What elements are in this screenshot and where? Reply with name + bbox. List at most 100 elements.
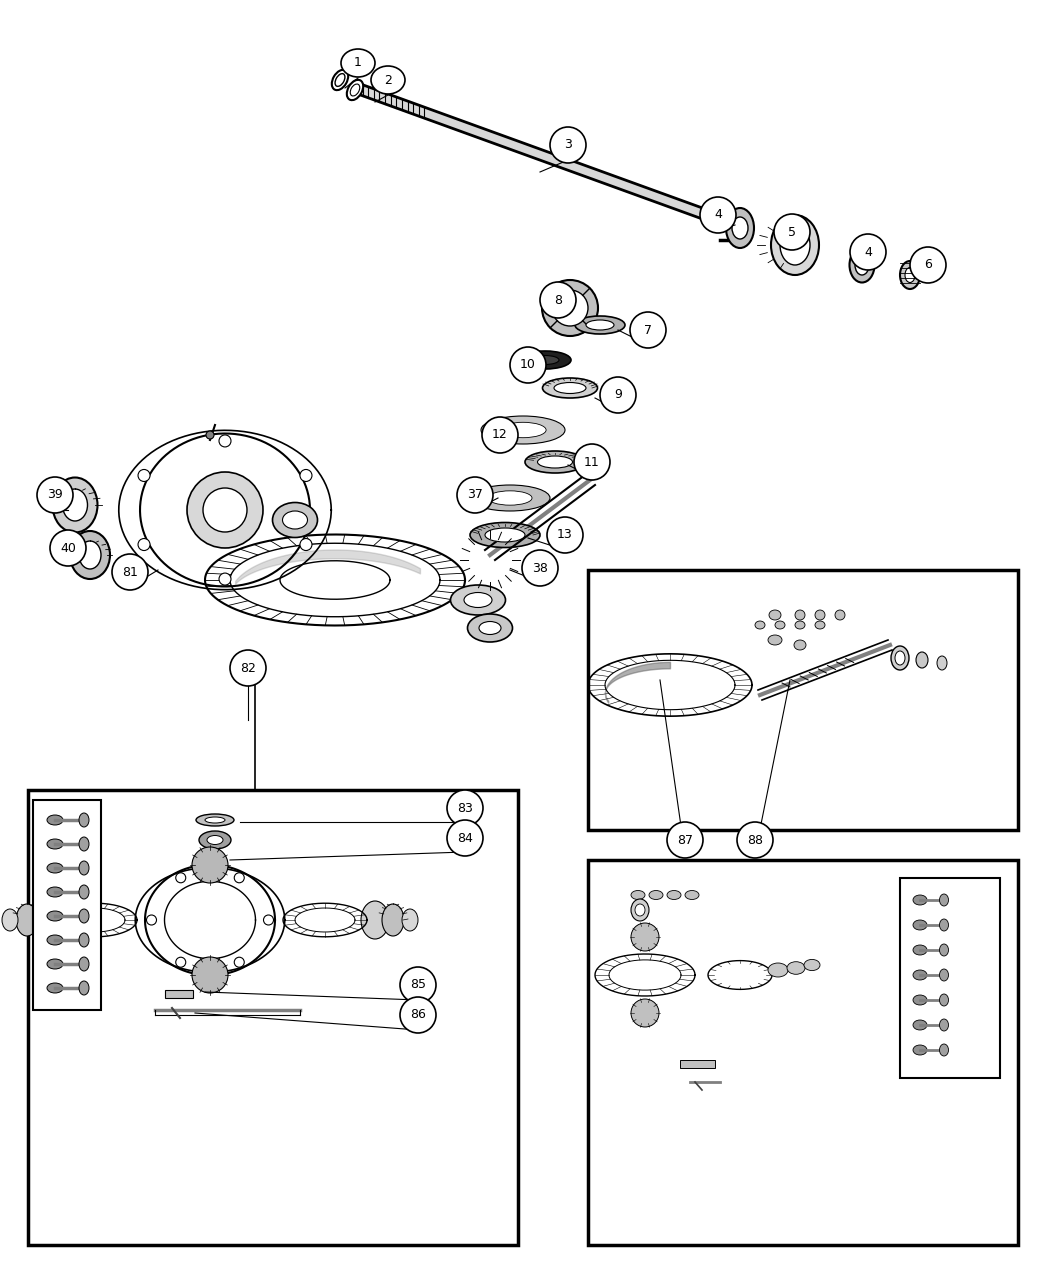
Circle shape <box>737 822 773 858</box>
Circle shape <box>547 516 583 553</box>
Ellipse shape <box>768 963 788 977</box>
Ellipse shape <box>631 899 649 921</box>
Ellipse shape <box>575 316 625 334</box>
Ellipse shape <box>382 904 404 936</box>
Text: 81: 81 <box>122 566 138 579</box>
Ellipse shape <box>79 836 89 850</box>
Ellipse shape <box>332 70 349 91</box>
Circle shape <box>300 538 312 551</box>
Ellipse shape <box>940 1019 948 1031</box>
Ellipse shape <box>916 652 928 668</box>
Text: 83: 83 <box>457 802 472 815</box>
Ellipse shape <box>631 890 645 899</box>
Ellipse shape <box>196 813 234 826</box>
Ellipse shape <box>207 835 223 844</box>
Circle shape <box>522 550 558 586</box>
Text: 6: 6 <box>924 259 932 272</box>
Ellipse shape <box>47 983 63 993</box>
Text: 87: 87 <box>677 834 693 847</box>
Ellipse shape <box>815 621 825 629</box>
Ellipse shape <box>855 255 869 275</box>
Ellipse shape <box>79 933 89 947</box>
Ellipse shape <box>940 1044 948 1056</box>
Bar <box>588 570 1018 830</box>
Ellipse shape <box>905 268 915 283</box>
Text: 88: 88 <box>747 834 763 847</box>
Bar <box>33 799 101 1010</box>
Circle shape <box>400 966 436 1003</box>
Text: 84: 84 <box>457 831 472 844</box>
Polygon shape <box>355 82 730 230</box>
Bar <box>28 790 518 1244</box>
Circle shape <box>667 822 704 858</box>
Ellipse shape <box>361 901 388 938</box>
Ellipse shape <box>488 491 532 505</box>
Text: 10: 10 <box>520 358 536 371</box>
Text: 4: 4 <box>714 209 722 222</box>
Ellipse shape <box>341 48 375 76</box>
Circle shape <box>910 247 946 283</box>
Ellipse shape <box>937 657 947 669</box>
Circle shape <box>542 280 598 337</box>
Circle shape <box>631 923 659 951</box>
Text: 2: 2 <box>384 74 392 87</box>
Circle shape <box>206 431 214 439</box>
Ellipse shape <box>282 511 308 529</box>
Ellipse shape <box>795 609 805 620</box>
Ellipse shape <box>900 261 920 289</box>
Circle shape <box>219 572 231 585</box>
Ellipse shape <box>755 621 765 629</box>
Ellipse shape <box>914 1046 927 1054</box>
Ellipse shape <box>273 502 317 538</box>
Text: 4: 4 <box>864 246 872 259</box>
Text: 3: 3 <box>564 139 572 152</box>
Ellipse shape <box>335 74 344 87</box>
Ellipse shape <box>914 1020 927 1030</box>
Ellipse shape <box>485 528 525 542</box>
Ellipse shape <box>726 208 754 249</box>
Ellipse shape <box>47 935 63 945</box>
Text: 1: 1 <box>354 56 362 70</box>
Circle shape <box>540 282 576 317</box>
Circle shape <box>37 477 74 513</box>
Circle shape <box>219 435 231 448</box>
Ellipse shape <box>794 640 806 650</box>
Ellipse shape <box>200 831 231 849</box>
Ellipse shape <box>47 815 63 825</box>
Ellipse shape <box>769 609 781 620</box>
Ellipse shape <box>795 621 805 629</box>
Ellipse shape <box>815 609 825 620</box>
Bar <box>588 861 1018 1244</box>
Ellipse shape <box>788 961 805 974</box>
Ellipse shape <box>649 890 663 899</box>
Circle shape <box>630 312 666 348</box>
Ellipse shape <box>52 478 98 533</box>
Ellipse shape <box>940 994 948 1006</box>
Ellipse shape <box>47 887 63 898</box>
Bar <box>165 989 193 998</box>
Circle shape <box>550 128 586 163</box>
Ellipse shape <box>32 901 59 938</box>
Ellipse shape <box>768 635 782 645</box>
Ellipse shape <box>914 945 927 955</box>
Ellipse shape <box>450 585 505 615</box>
Circle shape <box>234 958 245 968</box>
Ellipse shape <box>895 652 905 666</box>
Ellipse shape <box>771 215 819 275</box>
Ellipse shape <box>519 351 571 368</box>
Circle shape <box>400 997 436 1033</box>
Circle shape <box>187 472 262 548</box>
Ellipse shape <box>543 377 597 398</box>
Ellipse shape <box>467 615 512 643</box>
Circle shape <box>175 958 186 968</box>
Circle shape <box>234 873 245 882</box>
Bar <box>680 1060 715 1068</box>
Ellipse shape <box>47 959 63 969</box>
Circle shape <box>138 538 150 551</box>
Circle shape <box>203 488 247 532</box>
Ellipse shape <box>79 813 89 827</box>
Circle shape <box>574 444 610 479</box>
Ellipse shape <box>914 921 927 929</box>
Ellipse shape <box>891 646 909 669</box>
Ellipse shape <box>70 530 110 579</box>
